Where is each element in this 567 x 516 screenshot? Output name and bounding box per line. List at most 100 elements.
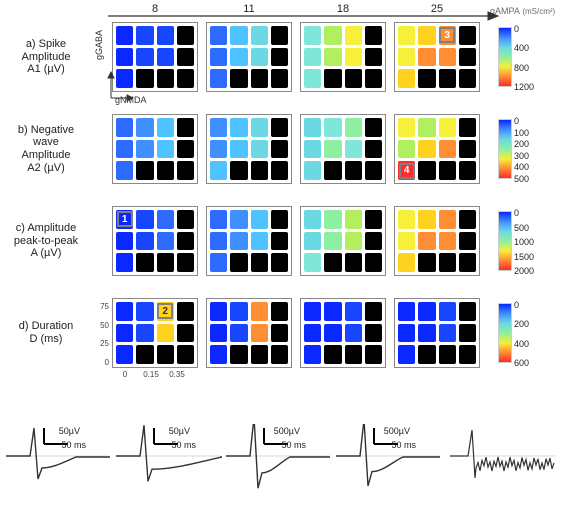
heatmap-cell bbox=[345, 253, 362, 272]
heatmap-cell bbox=[230, 26, 247, 45]
colorbar-tick: 500 bbox=[514, 175, 529, 184]
heatmap-cell bbox=[398, 69, 415, 88]
heatmap-cell bbox=[116, 253, 133, 272]
heatmap-cell bbox=[230, 345, 247, 364]
row-label: a) SpikeAmplitudeA1 (µV) bbox=[0, 22, 92, 92]
heatmap-cell bbox=[136, 210, 153, 229]
heatmap-cell bbox=[398, 118, 415, 137]
heatmap-cell bbox=[210, 26, 227, 45]
heatmap-cell bbox=[136, 232, 153, 251]
heatmap-cell bbox=[210, 345, 227, 364]
heatmap-cell bbox=[304, 232, 321, 251]
heatmap-cell bbox=[177, 253, 194, 272]
heatmap-cell bbox=[418, 26, 435, 45]
heatmap-cell bbox=[177, 118, 194, 137]
heatmap-cell bbox=[345, 345, 362, 364]
heatmap-panel bbox=[206, 22, 292, 92]
heatmap-cell bbox=[365, 210, 382, 229]
heatmap-cell bbox=[439, 253, 456, 272]
panel-xtick: 0 bbox=[115, 370, 135, 379]
heatmap-cell bbox=[304, 302, 321, 321]
heatmap-panel bbox=[300, 22, 386, 92]
panel-xtick: 0.15 bbox=[141, 370, 161, 379]
heatmap-cell bbox=[177, 345, 194, 364]
heatmap-cell bbox=[230, 232, 247, 251]
heatmap-cell bbox=[271, 210, 288, 229]
heatmap-cell bbox=[136, 253, 153, 272]
heatmap-cell bbox=[304, 324, 321, 343]
heatmap-cell bbox=[418, 324, 435, 343]
colorbar-tick: 200 bbox=[514, 140, 529, 149]
heatmap-cell bbox=[459, 161, 476, 180]
heatmap-cell bbox=[439, 324, 456, 343]
heatmap-cell bbox=[177, 69, 194, 88]
heatmap-cell bbox=[439, 161, 456, 180]
heatmap-cell bbox=[365, 161, 382, 180]
heatmap-cell bbox=[345, 324, 362, 343]
heatmap-cell bbox=[157, 69, 174, 88]
heatmap-cell bbox=[116, 232, 133, 251]
colorbar-tick: 400 bbox=[514, 44, 529, 53]
heatmap-cell bbox=[398, 26, 415, 45]
heatmap-cell bbox=[230, 48, 247, 67]
panel-xtick: 0.35 bbox=[167, 370, 187, 379]
heatmap-cell bbox=[345, 210, 362, 229]
colorbar-ticks: 0500100015002000 bbox=[514, 209, 554, 273]
heatmap-cell bbox=[398, 210, 415, 229]
heatmap-cell bbox=[271, 161, 288, 180]
heatmap-cell bbox=[345, 69, 362, 88]
heatmap-cell bbox=[230, 118, 247, 137]
heatmap-cell bbox=[251, 161, 268, 180]
heatmap-cell bbox=[459, 210, 476, 229]
heatmap-cell bbox=[418, 118, 435, 137]
heatmap-cell bbox=[365, 253, 382, 272]
heatmap-cell bbox=[157, 253, 174, 272]
heatmap-panel bbox=[394, 206, 480, 276]
heatmap-cell bbox=[398, 345, 415, 364]
heatmap-cell bbox=[177, 48, 194, 67]
heatmap-cell bbox=[418, 48, 435, 67]
heatmap-cell bbox=[177, 140, 194, 159]
heatmap-cell bbox=[459, 253, 476, 272]
colorbar-tick: 0 bbox=[514, 25, 519, 34]
heatmap-cell bbox=[345, 118, 362, 137]
heatmap-cell bbox=[230, 302, 247, 321]
heatmap-cell bbox=[157, 324, 174, 343]
heatmap-cell bbox=[324, 161, 341, 180]
heatmap-cell bbox=[324, 69, 341, 88]
heatmap-cell bbox=[418, 161, 435, 180]
colorbar-ticks: 0200400600 bbox=[514, 301, 554, 365]
heatmap-cell bbox=[459, 345, 476, 364]
colorbar-tick: 0 bbox=[514, 209, 519, 218]
heatmap-cell bbox=[418, 345, 435, 364]
heatmap-cell bbox=[251, 324, 268, 343]
heatmap-cell bbox=[251, 118, 268, 137]
colorbar-tick: 1000 bbox=[514, 238, 534, 247]
heatmap-cell bbox=[271, 26, 288, 45]
trace-scale-t: 50 ms bbox=[156, 440, 196, 450]
panel-ytick: 0 bbox=[95, 358, 109, 367]
heatmap-cell bbox=[418, 69, 435, 88]
heatmap-cell bbox=[324, 253, 341, 272]
heatmap-cell bbox=[345, 161, 362, 180]
trace-scale-t: 50 ms bbox=[266, 440, 306, 450]
heatmap-cell bbox=[304, 118, 321, 137]
cell-marker: 3 bbox=[439, 27, 455, 43]
colorbar-tick: 200 bbox=[514, 320, 529, 329]
heatmap-cell bbox=[271, 302, 288, 321]
colorbar-tick: 0 bbox=[514, 301, 519, 310]
heatmap-cell bbox=[459, 232, 476, 251]
colorbar-tick: 100 bbox=[514, 129, 529, 138]
heatmap-cell bbox=[251, 140, 268, 159]
heatmap-cell bbox=[439, 140, 456, 159]
heatmap-cell bbox=[345, 302, 362, 321]
heatmap-cell bbox=[398, 140, 415, 159]
heatmap-cell bbox=[365, 48, 382, 67]
row-label: c) Amplitudepeak-to-peakA (µV) bbox=[0, 206, 92, 276]
heatmap-panel bbox=[112, 298, 198, 368]
heatmap-cell bbox=[210, 118, 227, 137]
heatmap-panel bbox=[394, 298, 480, 368]
heatmap-cell bbox=[398, 324, 415, 343]
cell-marker: 4 bbox=[399, 163, 415, 179]
heatmap-cell bbox=[324, 324, 341, 343]
